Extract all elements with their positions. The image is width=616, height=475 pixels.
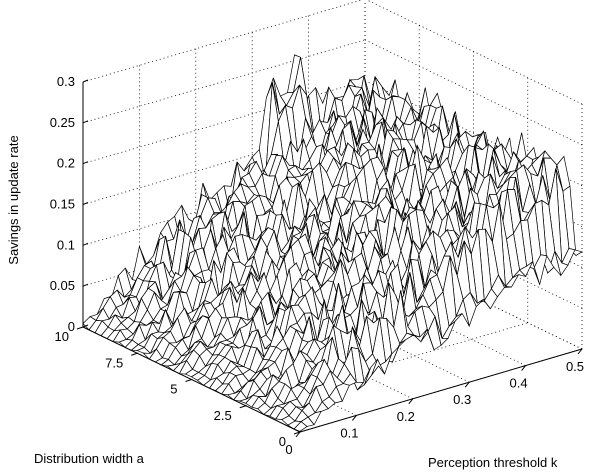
z-tick bbox=[82, 202, 89, 205]
x-tick-label: 0.2 bbox=[397, 409, 415, 424]
x-tick-label: 0 bbox=[285, 442, 292, 457]
y-tick bbox=[185, 379, 192, 382]
y-tick bbox=[76, 326, 84, 330]
x-axis-label: Perception threshold k bbox=[428, 455, 558, 470]
z-tick-label: 0.3 bbox=[57, 74, 75, 89]
x-tick-label: 0.1 bbox=[340, 425, 358, 440]
y-axis-label: Distribution width a bbox=[34, 451, 145, 466]
z-tick-label: 0.2 bbox=[57, 156, 75, 171]
tick-labels: 00.10.20.30.40.502.557.51000.050.10.150.… bbox=[50, 74, 584, 457]
x-tick-label: 0.3 bbox=[453, 392, 471, 407]
y-tick-label: 0 bbox=[279, 434, 286, 449]
z-tick bbox=[82, 79, 89, 83]
z-tick-label: 0.1 bbox=[57, 237, 75, 252]
z-tick bbox=[82, 120, 89, 124]
y-tick-label: 5 bbox=[170, 382, 177, 397]
z-tick-label: 0.05 bbox=[50, 278, 75, 293]
z-tick bbox=[82, 242, 89, 246]
z-tick bbox=[82, 283, 89, 287]
z-tick-label: 0 bbox=[68, 319, 75, 334]
x-tick bbox=[464, 381, 470, 388]
x-tick bbox=[408, 398, 414, 405]
z-tick-label: 0.15 bbox=[50, 197, 75, 212]
y-tick bbox=[131, 352, 138, 356]
gridline bbox=[366, 0, 583, 105]
gridline bbox=[364, 39, 583, 146]
z-tick bbox=[82, 161, 89, 165]
x-tick-label: 0.4 bbox=[510, 376, 528, 391]
y-tick bbox=[239, 405, 246, 409]
x-tick bbox=[295, 431, 301, 438]
x-tick bbox=[352, 415, 357, 421]
axes-lines bbox=[76, 79, 583, 438]
x-tick bbox=[521, 365, 526, 371]
y-tick bbox=[293, 431, 301, 435]
z-axis-label: Savings in update rate bbox=[6, 135, 21, 264]
y-tick-label: 7.5 bbox=[105, 355, 123, 370]
gridline bbox=[82, 0, 364, 83]
x-tick-label: 0.5 bbox=[566, 359, 584, 374]
surface-mesh bbox=[82, 54, 583, 432]
y-tick-label: 10 bbox=[55, 329, 69, 344]
y-tick-label: 2.5 bbox=[214, 408, 232, 423]
z-tick bbox=[82, 324, 89, 328]
x-tick bbox=[577, 348, 583, 355]
x-axis-line bbox=[299, 348, 583, 433]
z-tick-label: 0.25 bbox=[50, 115, 75, 130]
gridline bbox=[82, 39, 366, 124]
